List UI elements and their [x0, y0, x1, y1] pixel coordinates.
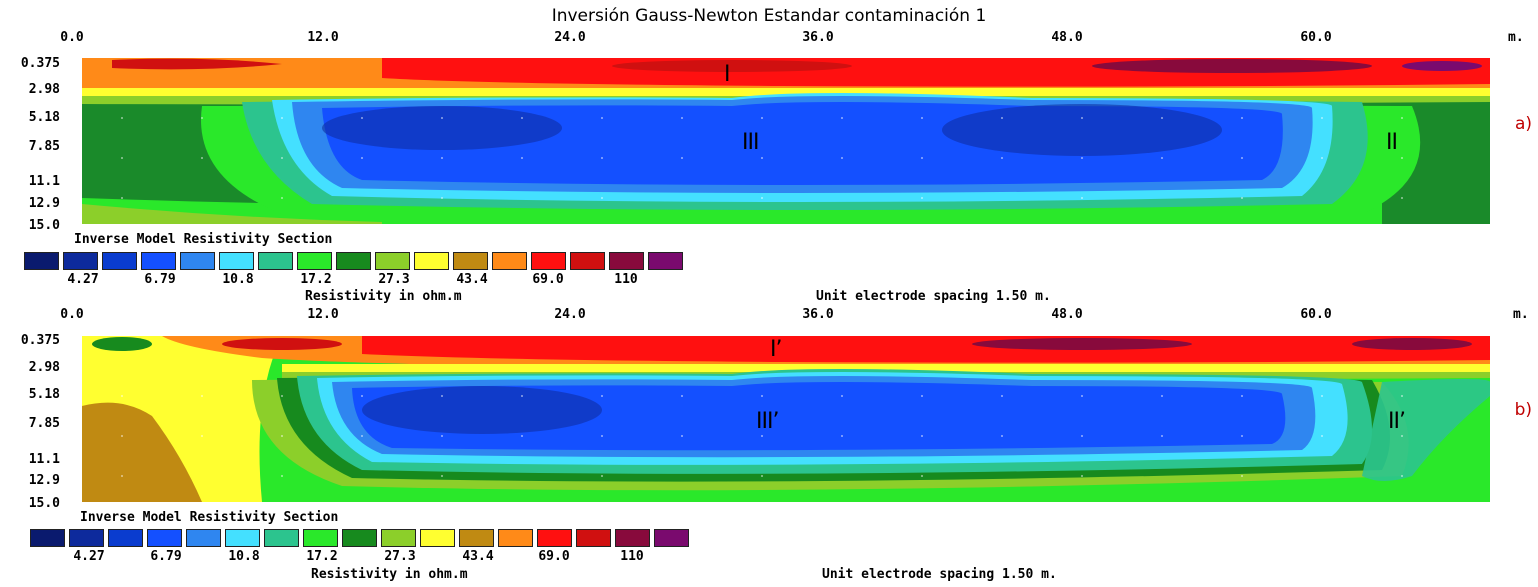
legend-swatch: [141, 252, 176, 270]
depth-tick: 0.375: [20, 56, 60, 71]
legend-value: 110: [614, 272, 638, 287]
depth-tick: 7.85: [28, 416, 60, 431]
depth-tick: 12.9: [28, 196, 60, 211]
zone-label-iii: III’: [756, 409, 779, 434]
legend-swatch: [576, 529, 611, 547]
legend-swatch: [615, 529, 650, 547]
legend-title: Inverse Model Resistivity Section: [80, 510, 339, 525]
depth-tick: 15.0: [28, 218, 60, 233]
depth-tick: 5.18: [28, 110, 60, 125]
electrode-spacing: Unit electrode spacing 1.50 m.: [822, 567, 1057, 582]
legend-swatch: [609, 252, 644, 270]
legend-swatch: [420, 529, 455, 547]
legend-value: 4.27: [67, 272, 99, 287]
legend-value: 6.79: [144, 272, 176, 287]
x-tick: 24.0: [554, 307, 586, 322]
legend-swatch: [342, 529, 377, 547]
legend-swatch: [258, 252, 293, 270]
legend-value: 4.27: [73, 549, 105, 564]
zone-label-iii: III: [742, 130, 759, 155]
legend-swatch: [537, 529, 572, 547]
legend-unit-label: Resistivity in ohm.m: [305, 289, 462, 304]
legend-swatch: [303, 529, 338, 547]
zone-label-ii: II’: [1388, 409, 1406, 434]
depth-tick: 11.1: [28, 452, 60, 467]
legend-swatch: [531, 252, 566, 270]
legend-swatch: [648, 252, 683, 270]
legend-swatch: [375, 252, 410, 270]
legend-swatch: [570, 252, 605, 270]
x-tick: 36.0: [802, 30, 834, 45]
x-tick: 12.0: [307, 307, 339, 322]
legend-unit-label: Resistivity in ohm.m: [311, 567, 468, 582]
depth-tick: 2.98: [28, 360, 60, 375]
resistivity-model-section: [82, 336, 1490, 502]
x-tick: 0.0: [60, 307, 84, 322]
legend-value: 6.79: [150, 549, 182, 564]
x-tick: 60.0: [1300, 30, 1332, 45]
depth-tick: 15.0: [28, 496, 60, 511]
legend-title: Inverse Model Resistivity Section: [74, 232, 333, 247]
zone-label-i: I: [724, 62, 730, 87]
depth-tick: 5.18: [28, 387, 60, 402]
color-legend: [30, 529, 689, 547]
legend-swatch: [69, 529, 104, 547]
legend-swatch: [24, 252, 59, 270]
depth-tick: 2.98: [28, 82, 60, 97]
zone-label-ii: II: [1386, 130, 1398, 155]
resistivity-model-section: [82, 58, 1490, 224]
legend-swatch: [381, 529, 416, 547]
legend-swatch: [147, 529, 182, 547]
x-unit: m.: [1508, 30, 1524, 45]
panel-label-b: b): [1514, 400, 1532, 420]
legend-swatch: [336, 252, 371, 270]
x-tick: 48.0: [1051, 30, 1083, 45]
legend-value: 43.4: [456, 272, 488, 287]
section-a: 0.0 12.0 24.0 36.0 48.0 60.0 m. 0.375 2.…: [0, 0, 1538, 304]
legend-value: 17.2: [306, 549, 338, 564]
zone-label-i: I’: [770, 337, 783, 362]
panel-label-a: a): [1514, 114, 1532, 134]
figure-title: Inversión Gauss-Newton Estandar contamin…: [551, 6, 987, 26]
legend-value: 110: [620, 549, 644, 564]
legend-swatch: [30, 529, 65, 547]
legend-swatch: [180, 252, 215, 270]
legend-value: 27.3: [384, 549, 416, 564]
legend-swatch: [264, 529, 299, 547]
depth-tick: 7.85: [28, 139, 60, 154]
legend-swatch: [102, 252, 137, 270]
legend-swatch: [108, 529, 143, 547]
x-tick: 0.0: [60, 30, 84, 45]
legend-swatch: [654, 529, 689, 547]
x-tick: 36.0: [802, 307, 834, 322]
legend-value: 43.4: [462, 549, 494, 564]
legend-value: 69.0: [538, 549, 570, 564]
legend-swatch: [459, 529, 494, 547]
depth-tick: 12.9: [28, 473, 60, 488]
legend-value: 27.3: [378, 272, 410, 287]
depth-tick: 0.375: [20, 333, 60, 348]
x-tick: 60.0: [1300, 307, 1332, 322]
legend-swatch: [63, 252, 98, 270]
x-unit: m.: [1513, 307, 1529, 322]
legend-value: 69.0: [532, 272, 564, 287]
x-tick: 48.0: [1051, 307, 1083, 322]
legend-swatch: [414, 252, 449, 270]
legend-value: 10.8: [228, 549, 260, 564]
legend-swatch: [498, 529, 533, 547]
legend-swatch: [492, 252, 527, 270]
x-tick: 12.0: [307, 30, 339, 45]
legend-swatch: [225, 529, 260, 547]
legend-swatch: [453, 252, 488, 270]
color-legend: [24, 252, 683, 270]
legend-swatch: [219, 252, 254, 270]
legend-value: 10.8: [222, 272, 254, 287]
legend-swatch: [297, 252, 332, 270]
x-tick: 24.0: [554, 30, 586, 45]
electrode-spacing: Unit electrode spacing 1.50 m.: [816, 289, 1051, 304]
depth-tick: 11.1: [28, 174, 60, 189]
legend-swatch: [186, 529, 221, 547]
legend-value: 17.2: [300, 272, 332, 287]
